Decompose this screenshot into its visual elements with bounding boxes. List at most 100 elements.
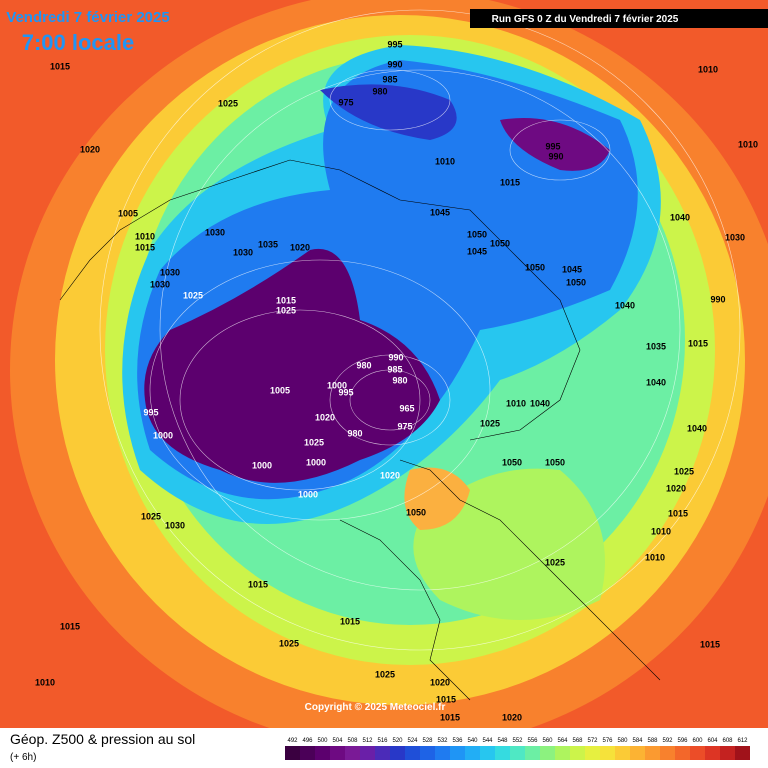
scale-swatch (450, 746, 465, 760)
scale-label: 532 (437, 738, 448, 744)
scale-swatch (495, 746, 510, 760)
pressure-label: 1015 (688, 338, 708, 348)
scale-label: 576 (602, 738, 613, 744)
pressure-label: 1025 (375, 669, 395, 679)
scale-swatch (615, 746, 630, 760)
scale-swatch (720, 746, 735, 760)
pressure-label: 1000 (298, 489, 318, 499)
pressure-label: 1020 (380, 470, 400, 480)
scale-swatch (585, 746, 600, 760)
scale-label: 524 (407, 738, 418, 744)
date-label: Vendredi 7 février 2025 (6, 9, 169, 26)
pressure-label: 1050 (502, 457, 522, 467)
pressure-label: 1025 (218, 98, 238, 108)
scale-swatch (675, 746, 690, 760)
scale-swatch (705, 746, 720, 760)
pressure-label: 1010 (738, 139, 758, 149)
pressure-label: 1040 (670, 212, 690, 222)
pressure-label: 995 (338, 387, 353, 397)
pressure-label: 990 (388, 352, 403, 362)
pressure-label: 1010 (35, 677, 55, 687)
pressure-label: 1025 (674, 466, 694, 476)
pressure-label: 1025 (183, 290, 203, 300)
pressure-label: 1010 (506, 398, 526, 408)
scale-label: 540 (467, 738, 478, 744)
pressure-label: 980 (372, 86, 387, 96)
zone-deepblue (320, 84, 457, 140)
pressure-label: 1020 (430, 677, 450, 687)
scale-label: 528 (422, 738, 433, 744)
scale-label: 556 (527, 738, 538, 744)
scale-label: 560 (542, 738, 553, 744)
pressure-label: 1015 (700, 639, 720, 649)
scale-label: 548 (497, 738, 508, 744)
scale-label: 536 (452, 738, 463, 744)
pressure-label: 1010 (135, 231, 155, 241)
scale-label: 508 (347, 738, 358, 744)
pressure-label: 980 (392, 375, 407, 385)
pressure-label: 965 (399, 403, 414, 413)
scale-swatch (540, 746, 555, 760)
pressure-label: 975 (397, 421, 412, 431)
scale-swatch (660, 746, 675, 760)
scale-swatch (435, 746, 450, 760)
pressure-label: 1050 (490, 238, 510, 248)
pressure-label: 1015 (60, 621, 80, 631)
pressure-label: 1045 (467, 246, 487, 256)
scale-swatch (360, 746, 375, 760)
pressure-label: 990 (710, 294, 725, 304)
pressure-label: 1025 (276, 305, 296, 315)
pressure-label: 1045 (430, 207, 450, 217)
scale-label: 512 (362, 738, 373, 744)
scale-label: 492 (287, 738, 298, 744)
scale-label: 500 (317, 738, 328, 744)
color-scale: 492 496 500 504 508 512 516 520 524 528 532 536 540 5… (285, 738, 750, 760)
scale-swatch (375, 746, 390, 760)
scale-label: 588 (647, 738, 658, 744)
pressure-label: 1030 (205, 227, 225, 237)
scale-label: 604 (707, 738, 718, 744)
pressure-label: 1010 (645, 552, 665, 562)
scale-label: 596 (677, 738, 688, 744)
pressure-label: 1040 (530, 398, 550, 408)
pressure-labels: 9959909859809751015102510201010101099599… (35, 39, 758, 722)
scale-label: 592 (662, 738, 673, 744)
scale-label: 568 (572, 738, 583, 744)
pressure-label: 1050 (467, 229, 487, 239)
pressure-label: 1035 (646, 341, 666, 351)
scale-label: 608 (722, 738, 733, 744)
pressure-label: 1015 (50, 61, 70, 71)
scale-swatch (480, 746, 495, 760)
pressure-label: 1030 (150, 279, 170, 289)
pressure-label: 1050 (525, 262, 545, 272)
scale-swatch (405, 746, 420, 760)
contours (99, 9, 741, 651)
pressure-label: 1020 (502, 712, 522, 722)
pressure-label: 1010 (698, 64, 718, 74)
pressure-label: 990 (387, 59, 402, 69)
pressure-label: 980 (347, 428, 362, 438)
pressure-label: 1030 (160, 267, 180, 277)
pressure-label: 1005 (118, 208, 138, 218)
scale-swatch (420, 746, 435, 760)
pressure-label: 1015 (668, 508, 688, 518)
pressure-label: 1010 (651, 526, 671, 536)
pressure-label: 1040 (646, 377, 666, 387)
pressure-label: 1025 (141, 511, 161, 521)
pressure-label: 995 (143, 407, 158, 417)
pressure-label: 995 (387, 39, 402, 49)
scale-label: 584 (632, 738, 643, 744)
pressure-label: 1015 (340, 616, 360, 626)
scale-swatch (735, 746, 750, 760)
scale-swatch (600, 746, 615, 760)
pressure-label: 1030 (233, 247, 253, 257)
pressure-label: 1035 (258, 239, 278, 249)
pressure-label: 980 (356, 360, 371, 370)
scale-swatch (465, 746, 480, 760)
pressure-label: 1025 (279, 638, 299, 648)
coastlines (59, 159, 661, 701)
run-label: Run GFS 0 Z du Vendredi 7 février 2025 (492, 14, 679, 25)
footer-title: Géop. Z500 & pression au sol (10, 731, 195, 747)
scale-label: 572 (587, 738, 598, 744)
